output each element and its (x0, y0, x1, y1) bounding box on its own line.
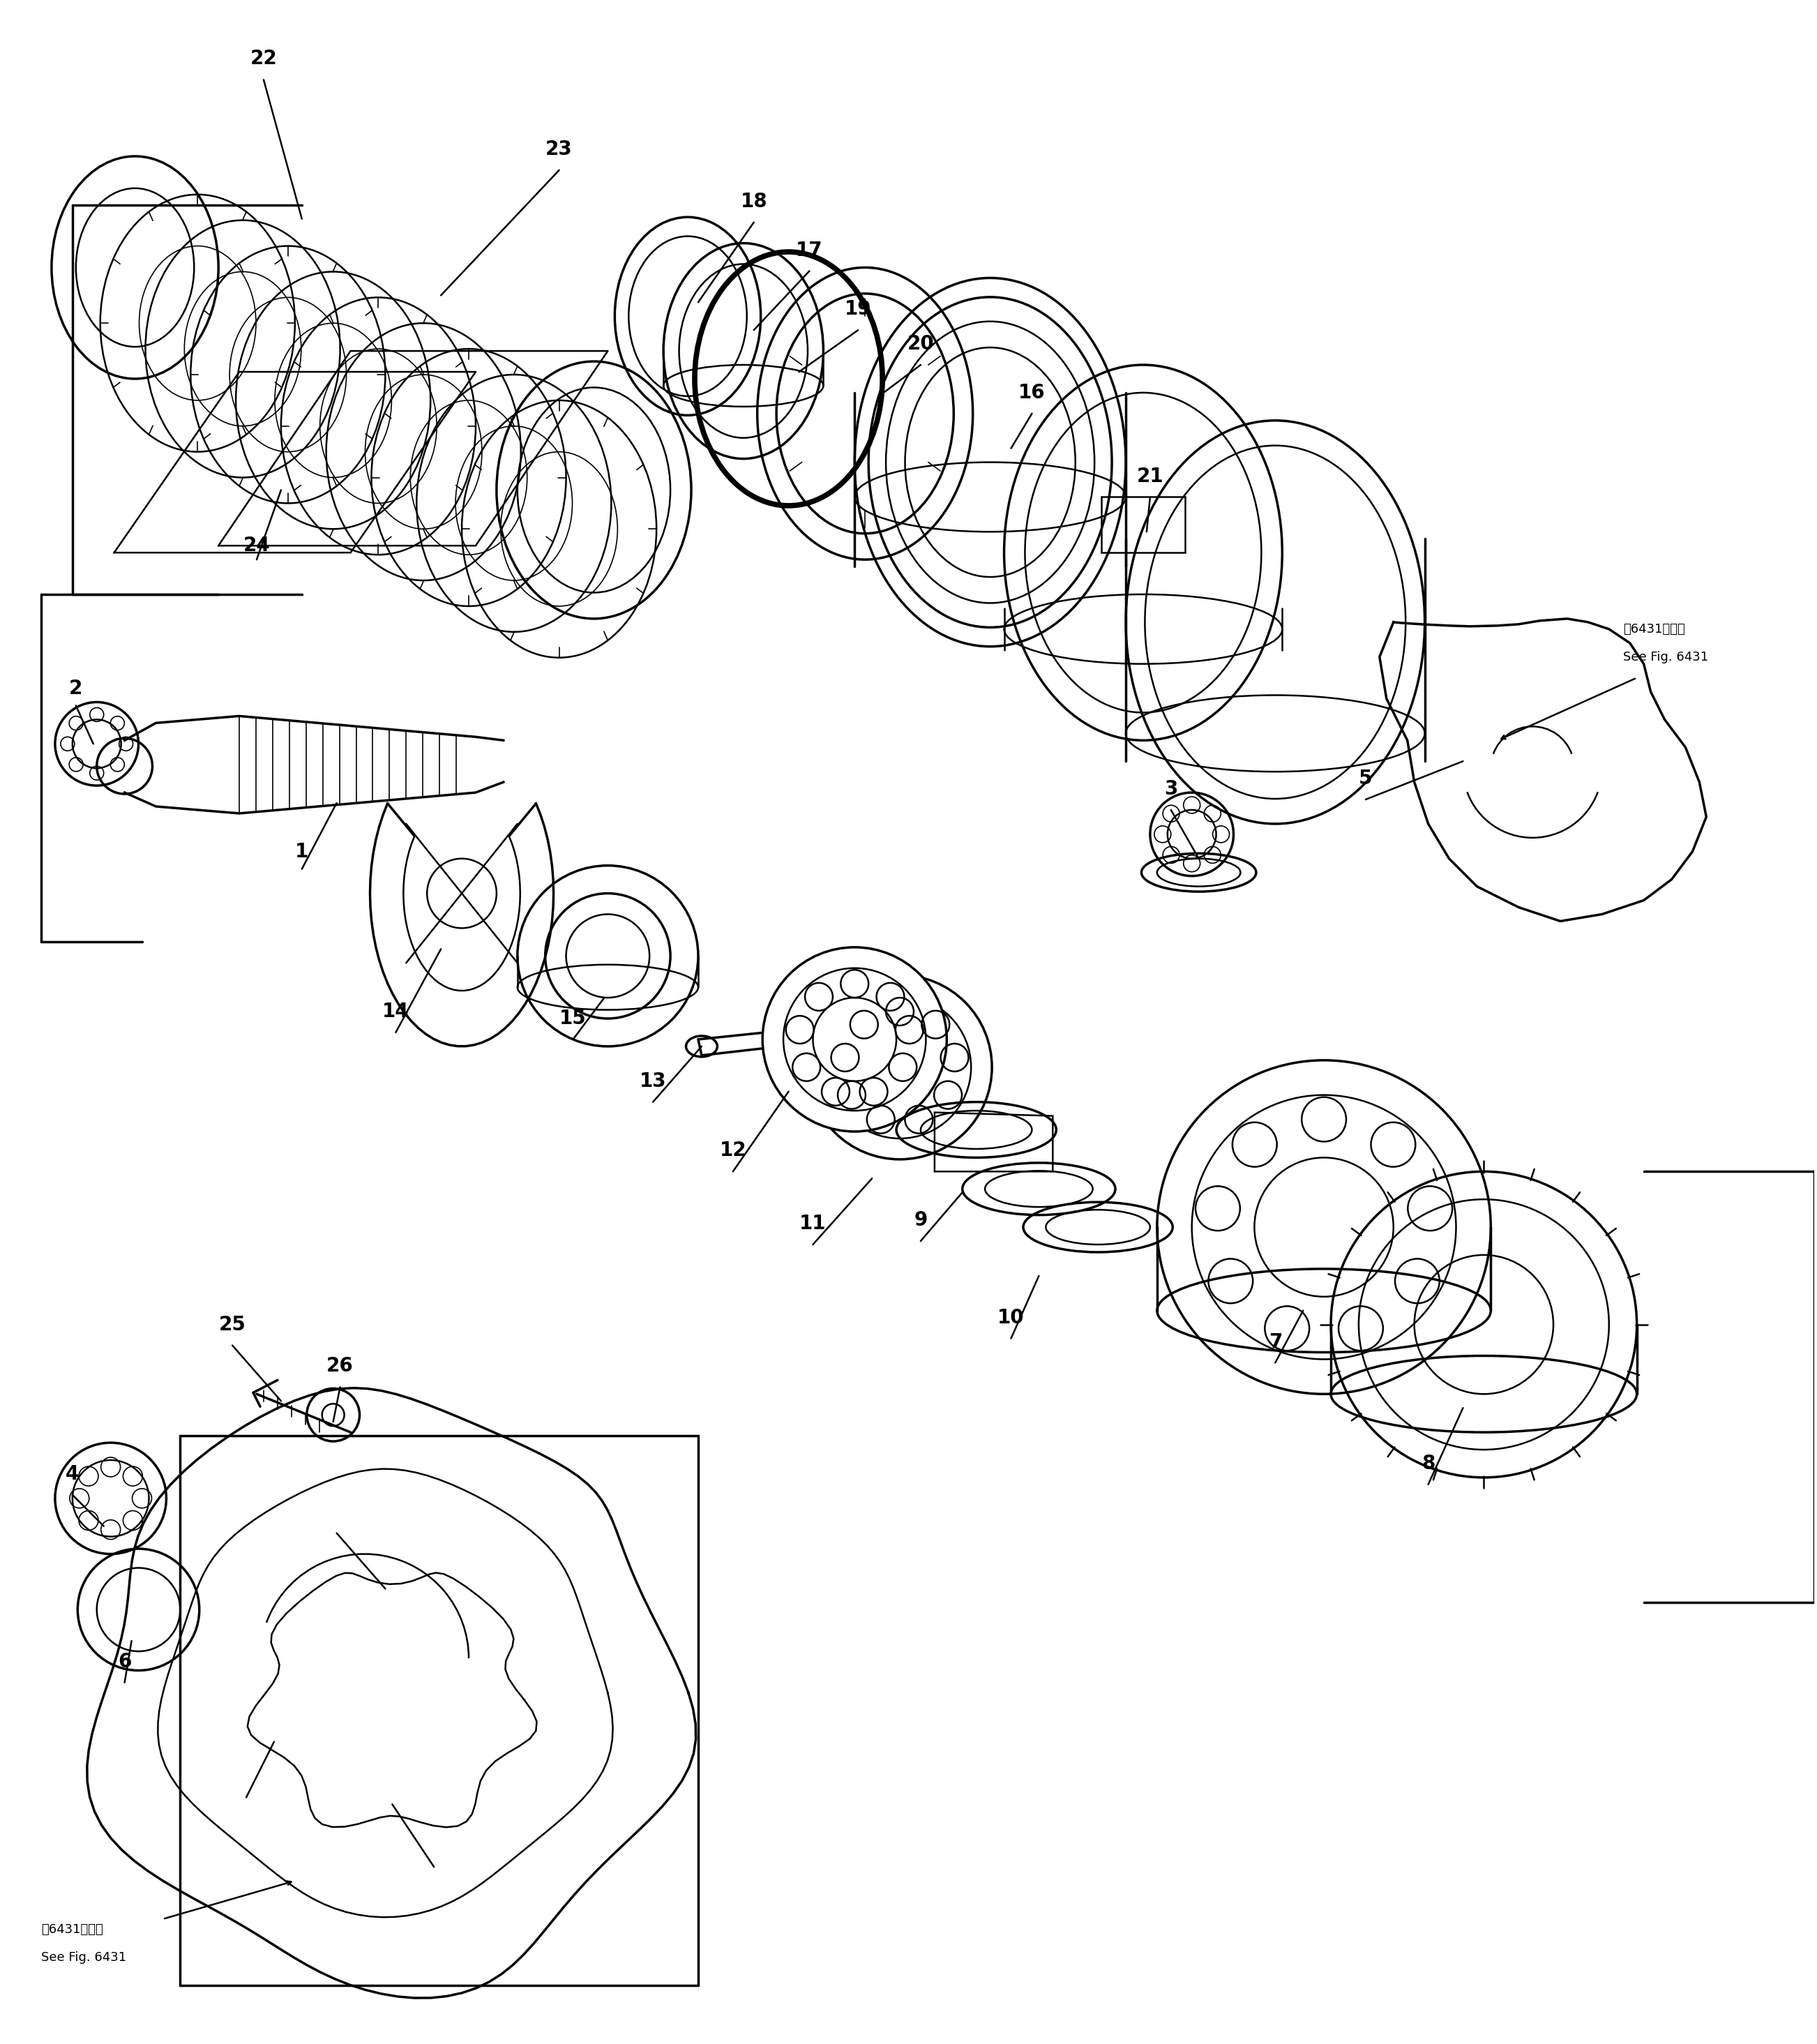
Text: 26: 26 (327, 1357, 354, 1376)
Text: 16: 16 (1019, 382, 1045, 403)
Text: 4: 4 (65, 1464, 80, 1484)
Text: 8: 8 (1421, 1453, 1435, 1474)
Text: 第6431図参照: 第6431図参照 (1623, 623, 1684, 636)
Text: 第6431図参照: 第6431図参照 (42, 1923, 104, 1936)
Text: 19: 19 (845, 300, 872, 319)
Text: 12: 12 (720, 1141, 747, 1161)
Text: 1: 1 (294, 842, 309, 861)
Text: 22: 22 (251, 49, 278, 69)
Text: 7: 7 (1268, 1333, 1283, 1351)
Text: 14: 14 (382, 1002, 409, 1022)
Text: 11: 11 (799, 1214, 827, 1233)
Text: See Fig. 6431: See Fig. 6431 (42, 1952, 127, 1964)
Ellipse shape (763, 946, 947, 1132)
Text: 5: 5 (1359, 769, 1372, 789)
Text: 18: 18 (740, 192, 767, 211)
Ellipse shape (809, 975, 992, 1159)
Text: 23: 23 (545, 139, 572, 159)
Text: 15: 15 (560, 1010, 587, 1028)
Text: 3: 3 (1165, 779, 1177, 799)
Text: 13: 13 (640, 1071, 667, 1091)
Text: 6: 6 (118, 1652, 131, 1672)
Text: 24: 24 (243, 536, 271, 556)
Text: 2: 2 (69, 679, 82, 697)
Bar (1101, 497, 1185, 552)
Text: 10: 10 (998, 1308, 1025, 1327)
Text: See Fig. 6431: See Fig. 6431 (1623, 650, 1708, 662)
Text: 20: 20 (907, 335, 934, 354)
Text: 9: 9 (914, 1210, 927, 1230)
Text: 25: 25 (218, 1314, 245, 1335)
Text: 21: 21 (1137, 466, 1163, 486)
Text: 17: 17 (796, 241, 823, 260)
